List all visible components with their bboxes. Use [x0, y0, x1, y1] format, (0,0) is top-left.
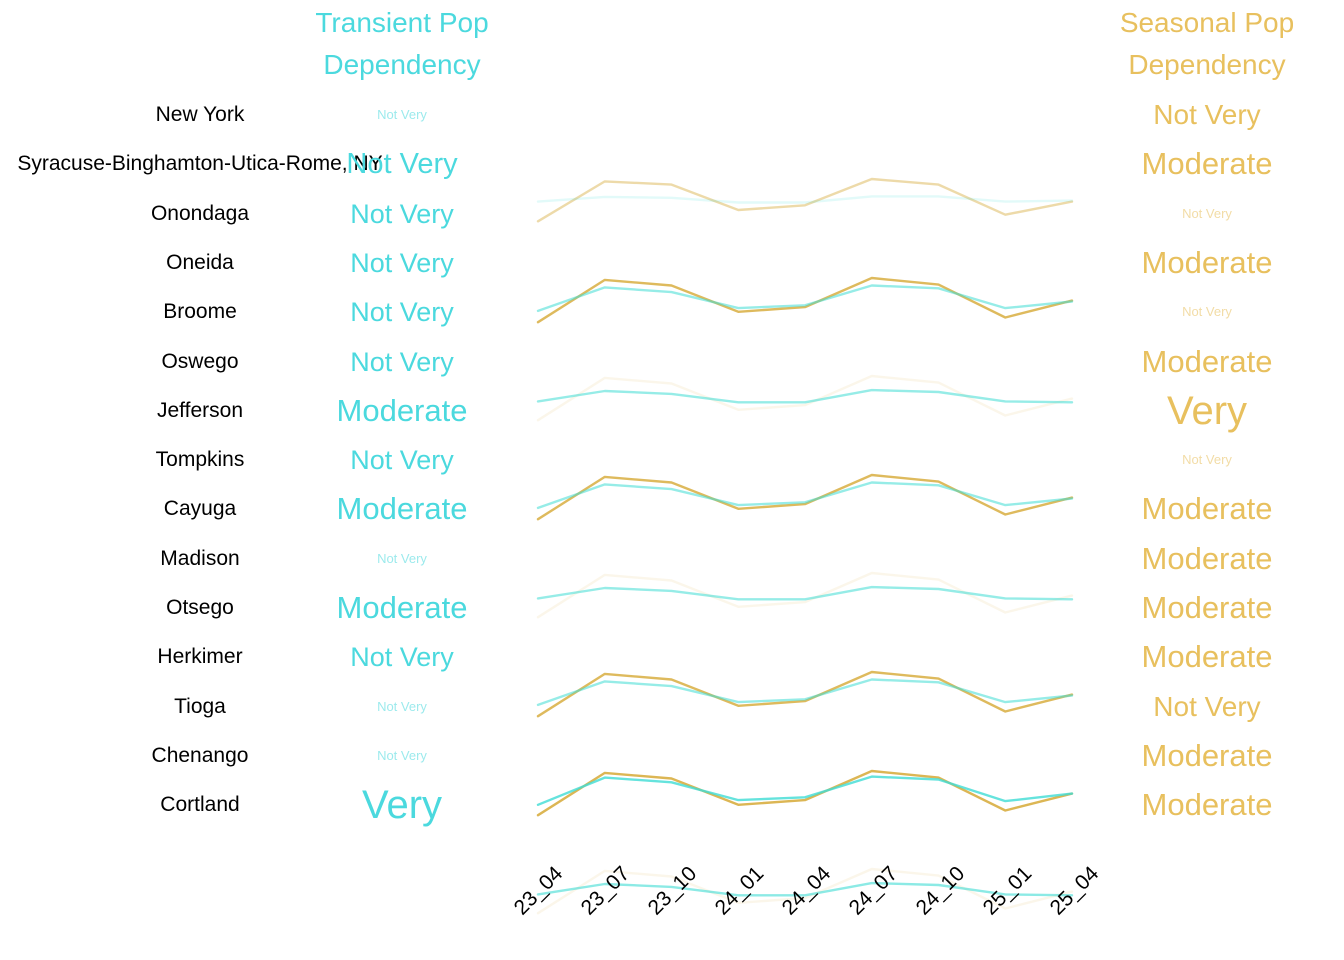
transient-dependency-label: Not Very [346, 148, 458, 181]
transient-line [536, 586, 1074, 601]
seasonal-dependency-label: Very [1166, 388, 1248, 433]
transient-line [536, 678, 1074, 707]
seasonal-line [536, 572, 1074, 619]
region-row: Onondaga Not Very Not Very [0, 190, 1344, 422]
seasonal-dependency-label: Not Very [1153, 690, 1261, 722]
seasonal-dependency-label: Moderate [1141, 343, 1273, 379]
seasonal-dependency-label: Moderate [1141, 787, 1273, 823]
sparkline [536, 769, 1074, 816]
region-label: Oswego [161, 349, 239, 373]
region-label: Jefferson [157, 398, 243, 422]
transient-dependency-label: Not Very [350, 346, 454, 377]
region-label: Onondaga [150, 201, 250, 225]
region-row: Oswego Not Very Moderate [0, 338, 1344, 718]
region-row: Chenango Not Very Moderate [0, 732, 1344, 780]
transient-line [536, 195, 1074, 204]
sparkline [536, 374, 1074, 422]
region-row: Broome Not Very Not Very [0, 288, 1344, 619]
seasonal-dependency-label: Not Very [1153, 99, 1261, 130]
seasonal-line [536, 670, 1074, 718]
seasonal-dependency-label: Moderate [1141, 146, 1273, 182]
seasonal-line [536, 374, 1074, 422]
seasonal-dependency-label: Not Very [1182, 452, 1232, 468]
seasonal-dependency-label: Moderate [1141, 590, 1273, 625]
seasonal-dependency-label: Moderate [1141, 737, 1273, 773]
seasonal-dependency-label: Moderate [1141, 491, 1273, 527]
region-row: Otsego Moderate Moderate [0, 584, 1344, 632]
transient-dependency-label: Moderate [336, 590, 468, 625]
sparkline [536, 473, 1074, 521]
region-row: Cortland Very Moderate [0, 781, 1344, 829]
region-label: Chenango [151, 743, 249, 767]
transient-dependency-label: Not Very [350, 297, 454, 328]
transient-title-line1: Transient Pop [315, 7, 489, 38]
seasonal-line [536, 769, 1074, 816]
region-row: Madison Not Very Moderate [0, 535, 1344, 583]
transient-line [536, 774, 1074, 806]
region-row: Herkimer Not Very Moderate [0, 633, 1344, 681]
transient-dependency-label: Moderate [336, 392, 468, 428]
transient-line [536, 882, 1074, 897]
seasonal-line [536, 276, 1074, 323]
seasonal-line [536, 867, 1074, 915]
sparkline [536, 867, 1074, 915]
transient-dependency-label: Not Very [377, 107, 427, 122]
region-label: Oneida [166, 250, 234, 274]
transient-dependency-label: Not Very [350, 642, 454, 673]
sparkline [536, 276, 1074, 323]
seasonal-dependency-label: Not Very [1182, 205, 1232, 221]
transient-column-title: Transient Pop Dependency [202, 2, 602, 86]
transient-dependency-label: Very [361, 783, 443, 828]
seasonal-dependency-label: Not Very [1182, 304, 1232, 320]
seasonal-dependency-label: Moderate [1141, 540, 1273, 576]
transient-line [536, 481, 1074, 509]
transient-dependency-label: Not Very [377, 698, 427, 714]
transient-line [536, 283, 1074, 312]
sparkline [536, 177, 1074, 223]
transient-dependency-label: Not Very [350, 445, 454, 476]
region-row: Oneida Not Very Moderate [0, 239, 1344, 521]
seasonal-line [536, 177, 1074, 223]
seasonal-column-title: Seasonal Pop Dependency [1007, 2, 1344, 86]
transient-title-line2: Dependency [323, 49, 481, 80]
transient-line [536, 389, 1074, 404]
seasonal-dependency-label: Moderate [1141, 639, 1273, 675]
region-row: Jefferson Moderate Very [0, 387, 1344, 816]
region-row: Cayuga Moderate Moderate [0, 485, 1344, 533]
region-row: Tompkins Not Very Not Very [0, 436, 1344, 915]
transient-dependency-label: Not Very [377, 747, 427, 763]
region-label: Broome [163, 300, 237, 324]
sparkline [536, 670, 1074, 718]
seasonal-dependency-label: Moderate [1141, 244, 1273, 280]
region-row: New York Not Very Not Very [0, 91, 1344, 223]
seasonal-title-line2: Dependency [1128, 49, 1286, 80]
region-label: Tompkins [155, 448, 245, 472]
transient-dependency-label: Not Very [377, 550, 427, 566]
transient-dependency-label: Moderate [336, 491, 468, 527]
transient-dependency-label: Not Very [350, 247, 454, 278]
region-label: New York [155, 103, 245, 126]
region-label: Cortland [160, 793, 240, 817]
transient-dependency-label: Not Very [350, 198, 454, 229]
seasonal-title-line1: Seasonal Pop [1119, 7, 1295, 38]
region-row: Syracuse-Binghamton-Utica-Rome, NY Not V… [0, 140, 1344, 323]
region-row: Tioga Not Very Not Very [0, 683, 1344, 731]
region-label: Tioga [174, 694, 226, 718]
region-label: Otsego [166, 596, 234, 619]
region-label: Syracuse-Binghamton-Utica-Rome, NY [17, 152, 383, 176]
region-label: Herkimer [157, 645, 243, 669]
region-label: Cayuga [163, 497, 237, 521]
seasonal-line [536, 473, 1074, 521]
sparkline [536, 572, 1074, 619]
region-label: Madison [160, 546, 240, 570]
